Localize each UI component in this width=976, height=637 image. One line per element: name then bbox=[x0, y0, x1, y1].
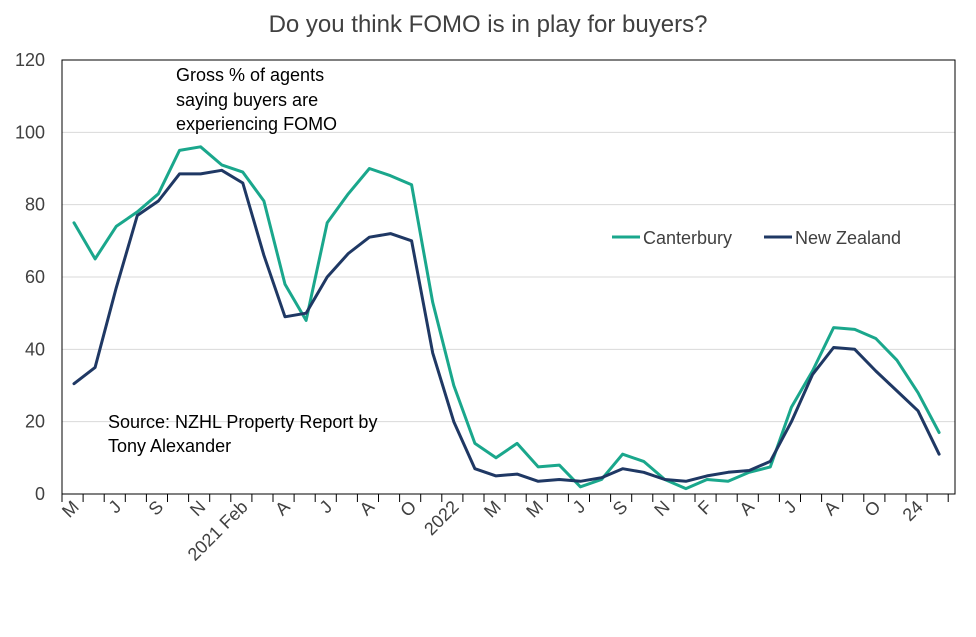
x-tick-label: J bbox=[780, 497, 801, 518]
x-tick-label: A bbox=[820, 497, 843, 520]
legend-label-canterbury: Canterbury bbox=[643, 228, 732, 248]
x-tick-label: N bbox=[186, 497, 209, 520]
annotation-source: Source: NZHL Property Report by Tony Ale… bbox=[108, 412, 377, 456]
source-line-1: Source: NZHL Property Report by bbox=[108, 412, 377, 432]
gridlines bbox=[62, 131, 955, 423]
y-tick-label: 40 bbox=[25, 339, 45, 359]
x-tick-label: 2022 bbox=[420, 497, 462, 539]
y-tick-label: 20 bbox=[25, 412, 45, 432]
x-tick-label: J bbox=[316, 497, 337, 518]
x-tick-label: N bbox=[650, 497, 673, 520]
x-tick-label: A bbox=[356, 497, 379, 520]
y-tick-label: 120 bbox=[15, 50, 45, 70]
x-tick-label: F bbox=[694, 497, 716, 519]
x-tick-label: S bbox=[609, 497, 632, 520]
legend: Canterbury New Zealand bbox=[612, 228, 901, 248]
y-tick-label: 80 bbox=[25, 195, 45, 215]
x-tick-label: J bbox=[569, 497, 590, 518]
series-line-canterbury bbox=[72, 145, 941, 491]
annotation-line-2: saying buyers are bbox=[176, 90, 318, 110]
y-axis: 0 20 40 60 80 100 120 bbox=[15, 50, 45, 504]
plot-area-frame bbox=[61, 59, 956, 495]
annotation-line-3: experiencing FOMO bbox=[176, 114, 337, 134]
series-lines bbox=[72, 145, 941, 491]
y-tick-label: 0 bbox=[35, 484, 45, 504]
x-tick-label: 24 bbox=[899, 497, 927, 525]
x-tick-label: J bbox=[105, 497, 126, 518]
legend-label-new-zealand: New Zealand bbox=[795, 228, 901, 248]
source-line-2: Tony Alexander bbox=[108, 436, 231, 456]
y-tick-label: 100 bbox=[15, 122, 45, 142]
annotation-fomo-definition: Gross % of agents saying buyers are expe… bbox=[176, 65, 337, 134]
chart-title: Do you think FOMO is in play for buyers? bbox=[269, 11, 708, 38]
series-line-new-zealand bbox=[72, 168, 941, 483]
x-tick-label: S bbox=[145, 497, 168, 520]
x-tick-label: A bbox=[735, 497, 758, 520]
x-tick-label: A bbox=[271, 497, 294, 520]
annotation-line-1: Gross % of agents bbox=[176, 65, 324, 85]
y-tick-label: 60 bbox=[25, 267, 45, 287]
